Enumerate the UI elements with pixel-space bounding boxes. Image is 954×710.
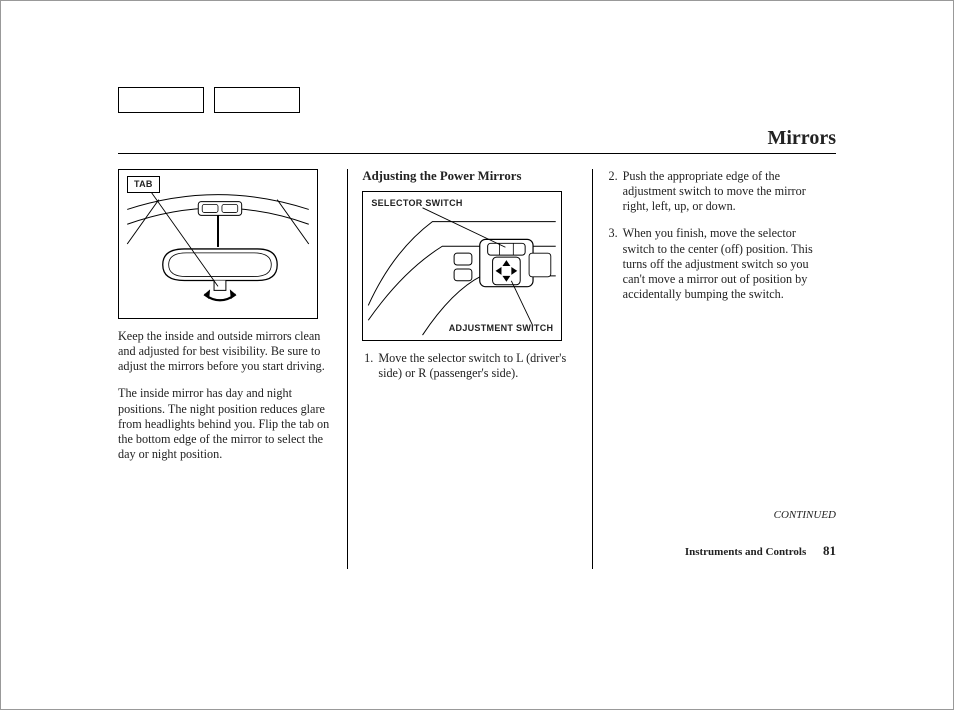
col1-paragraph-2: The inside mirror has day and night posi… [118,386,333,462]
figure-label-adjustment-switch: ADJUSTMENT SWITCH [449,323,554,334]
header-box-2 [214,87,300,113]
column-2: Adjusting the Power Mirrors SELECTOR SWI… [347,169,591,569]
manual-page: Mirrors TAB [0,0,954,710]
figure-label-tab: TAB [127,176,160,193]
subheading-adjusting: Adjusting the Power Mirrors [362,169,577,185]
switch-illustration [363,192,561,340]
header-empty-boxes [118,87,300,113]
footer-section-name: Instruments and Controls [685,546,806,558]
figure-inside-mirror: TAB [118,169,318,319]
page-title: Mirrors [768,127,837,150]
steps-list-col2: Move the selector switch to L (driver's … [362,351,577,381]
figure-label-selector-switch: SELECTOR SWITCH [371,198,462,209]
step-2: Push the appropriate edge of the adjustm… [621,169,822,214]
figure-power-mirror-switch: SELECTOR SWITCH ADJUSTMENT SWITCH [362,191,562,341]
header-box-1 [118,87,204,113]
footer: Instruments and Controls 81 [685,543,836,559]
column-1: TAB [118,169,347,569]
step-3: When you finish, move the selector switc… [621,226,822,302]
continued-label: CONTINUED [774,509,836,521]
columns: TAB [118,169,836,569]
steps-list-col3: Push the appropriate edge of the adjustm… [607,169,822,302]
col1-paragraph-1: Keep the inside and outside mirrors clea… [118,329,333,374]
footer-page-number: 81 [823,543,836,558]
title-rule [118,153,836,154]
step-1: Move the selector switch to L (driver's … [376,351,577,381]
